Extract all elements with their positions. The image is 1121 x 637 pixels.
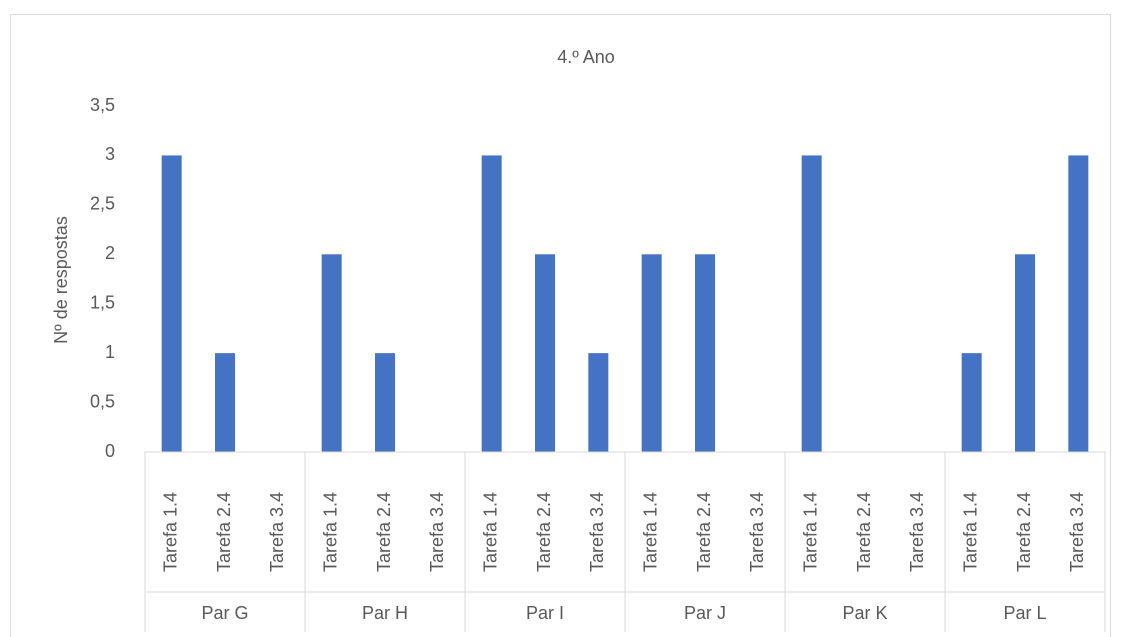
y-tick-label: 1: [105, 342, 115, 362]
x-tick-label: Tarefa 1.4: [640, 492, 660, 572]
group-label: Par H: [362, 603, 408, 623]
x-tick-label: Tarefa 1.4: [320, 492, 340, 572]
y-tick-label: 2: [105, 243, 115, 263]
bar: [375, 353, 395, 452]
x-tick-label: Tarefa 3.4: [747, 492, 767, 572]
x-tick-label: Tarefa 3.4: [1067, 492, 1087, 572]
y-tick-label: 0,5: [90, 391, 115, 411]
group-label: Par G: [201, 603, 248, 623]
x-tick-label: Tarefa 2.4: [1014, 492, 1034, 572]
y-tick-label: 2,5: [90, 194, 115, 214]
x-tick-label: Tarefa 3.4: [587, 492, 607, 572]
x-tick-label: Tarefa 3.4: [267, 492, 287, 572]
bar: [641, 254, 662, 452]
group-label: Par L: [1003, 603, 1046, 623]
group-label: Par I: [526, 603, 564, 623]
bar: [1068, 155, 1089, 452]
x-tick-label: Tarefa 3.4: [907, 492, 927, 572]
x-tick-label: Tarefa 2.4: [694, 492, 714, 572]
x-tick-label: Tarefa 1.4: [800, 492, 820, 572]
bar: [215, 353, 235, 452]
x-tick-label: Tarefa 3.4: [427, 492, 447, 572]
chart-title: 4.º Ano: [557, 47, 615, 67]
bar: [535, 254, 555, 452]
y-tick-label: 1,5: [90, 292, 115, 312]
y-tick-label: 3,5: [90, 95, 115, 115]
bar: [161, 155, 182, 452]
x-tick-label: Tarefa 1.4: [960, 492, 980, 572]
bar: [961, 353, 982, 452]
y-tick-label: 0: [105, 441, 115, 461]
x-tick-label: Tarefa 1.4: [480, 492, 500, 572]
bar: [1015, 254, 1035, 452]
x-tick-label: Tarefa 1.4: [160, 492, 180, 572]
group-label: Par K: [842, 603, 887, 623]
group-label: Par J: [684, 603, 726, 623]
bar: [321, 254, 342, 452]
y-tick-label: 3: [105, 144, 115, 164]
bar: [695, 254, 715, 452]
bar: [481, 155, 502, 452]
x-tick-label: Tarefa 2.4: [214, 492, 234, 572]
y-axis-title: Nº de respostas: [51, 216, 71, 344]
x-tick-label: Tarefa 2.4: [854, 492, 874, 572]
bar: [801, 155, 822, 452]
chart-border: [10, 14, 1111, 637]
bar: [588, 353, 609, 452]
x-tick-label: Tarefa 2.4: [374, 492, 394, 572]
x-tick-label: Tarefa 2.4: [534, 492, 554, 572]
